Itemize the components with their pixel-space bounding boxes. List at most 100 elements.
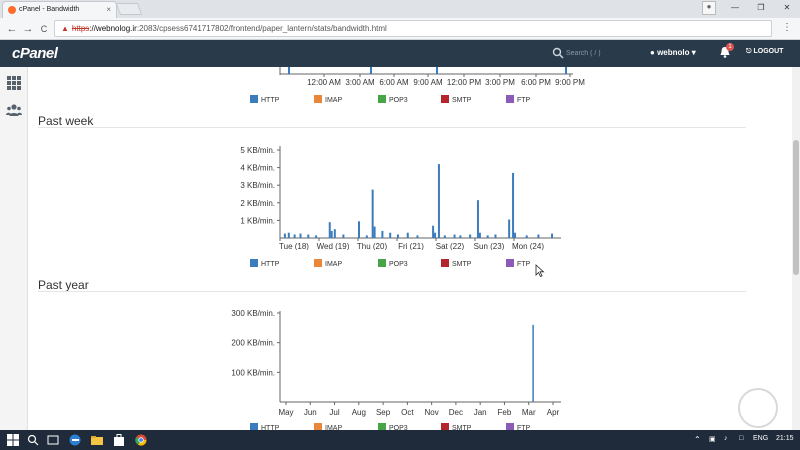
url-host: ://webnolog.ir	[89, 24, 137, 33]
language-indicator[interactable]: ENG	[753, 435, 769, 442]
y-tick-label: 200 KB/min.	[231, 339, 275, 348]
bar	[381, 230, 384, 238]
browser-menu-icon[interactable]: ⋮	[782, 22, 792, 33]
legend-item-smtp[interactable]: SMTP	[441, 95, 471, 104]
legend-item-imap[interactable]: IMAP	[314, 259, 342, 268]
taskbar: ⌃ ▣ ♪ □ ENG 21:15	[0, 430, 800, 450]
bar	[342, 234, 345, 238]
address-bar[interactable]: ▲ https://webnolog.ir:2083/cpsess67417178…	[54, 20, 772, 37]
legend-item-pop3[interactable]: POP3	[378, 423, 408, 430]
main-content: 12:00 AM 3:00 AM 6:00 AM 9:00 AM 12:00 PM 3:0…	[28, 67, 792, 430]
maximize-button[interactable]: ❐	[757, 3, 765, 12]
smtp-swatch-icon	[441, 95, 449, 103]
reload-button[interactable]: C	[40, 24, 48, 34]
tray-up-icon[interactable]: ⌃	[694, 435, 701, 444]
legend-item-pop3[interactable]: POP3	[378, 95, 408, 104]
cpanel-header: cPanel ● webnolo ▾ 1 ⎋ LOGOUT	[0, 40, 800, 67]
network-icon[interactable]: ▣	[709, 436, 716, 443]
search-icon[interactable]	[26, 433, 40, 447]
bar	[432, 225, 435, 238]
x-tick-label: 9:00 AM	[413, 78, 443, 87]
volume-icon[interactable]: ♪	[724, 435, 728, 442]
http-swatch-icon	[250, 259, 258, 267]
legend-label: HTTP	[261, 97, 280, 104]
store-icon[interactable]	[112, 433, 126, 447]
legend-item-http[interactable]: HTTP	[250, 259, 279, 268]
scrollbar-thumb[interactable]	[793, 140, 799, 275]
y-tick-label: 300 KB/min.	[231, 309, 275, 318]
minimize-button[interactable]: —	[731, 3, 739, 12]
grid-icon[interactable]	[6, 75, 22, 91]
bar	[307, 234, 310, 238]
y-tick-label: 2 KB/min.	[240, 199, 275, 208]
legend-item-smtp[interactable]: SMTP	[441, 259, 471, 268]
legend-label: IMAP	[325, 97, 343, 104]
user-menu[interactable]: ● webnolo ▾	[650, 48, 696, 57]
browser-tab[interactable]: cPanel - Bandwidth ×	[2, 1, 117, 18]
url-path: :2083/cpsess6741717802/frontend/paper_la…	[136, 24, 387, 33]
x-tick-label: Apr	[547, 408, 560, 417]
legend-item-http[interactable]: HTTP	[250, 95, 279, 104]
legend-item-imap[interactable]: IMAP	[314, 95, 342, 104]
task-view-icon[interactable]	[46, 433, 60, 447]
bar	[494, 234, 497, 238]
legend-label: POP3	[389, 425, 408, 430]
back-button[interactable]: ←	[6, 23, 18, 35]
logout-button[interactable]: ⎋ LOGOUT	[746, 48, 783, 56]
new-tab-button[interactable]	[115, 3, 143, 15]
file-explorer-icon[interactable]	[90, 433, 104, 447]
search-icon[interactable]	[552, 47, 564, 59]
past-year-chart: 100 KB/min. 200 KB/min. 300 KB/min. May Jun…	[231, 309, 561, 417]
edge-browser-icon[interactable]	[68, 433, 82, 447]
legend-label: IMAP	[325, 261, 343, 268]
bar	[512, 172, 515, 238]
legend-label: SMTP	[452, 97, 472, 104]
http-swatch-icon	[250, 423, 258, 430]
legend-label: POP3	[389, 261, 408, 268]
bar	[453, 234, 456, 238]
legend-item-imap[interactable]: IMAP	[314, 423, 342, 430]
y-tick-label: 1 KB/min.	[240, 216, 275, 225]
bar	[469, 234, 472, 238]
tab-title: cPanel - Bandwidth	[19, 6, 80, 13]
bar	[525, 235, 528, 238]
notification-tray-icon[interactable]: □	[739, 435, 744, 442]
windows-start-icon[interactable]	[6, 433, 20, 447]
imap-swatch-icon	[314, 259, 322, 267]
window-close-button[interactable]: ✕	[783, 3, 791, 12]
bar	[476, 200, 479, 238]
bar	[389, 232, 392, 238]
bar	[537, 234, 540, 238]
sidebar	[0, 67, 28, 430]
x-tick-label: Thu (20)	[357, 242, 388, 250]
x-tick-label: Tue (18)	[279, 242, 309, 250]
chrome-icon[interactable]	[134, 433, 148, 447]
legend-label: SMTP	[452, 425, 472, 430]
bar	[365, 235, 368, 238]
profile-icon[interactable]: ●	[702, 1, 716, 15]
legend-item-ftp[interactable]: FTP	[506, 259, 530, 268]
search-input[interactable]	[566, 46, 638, 60]
users-icon[interactable]	[6, 102, 22, 118]
x-tick-label: Mon (24)	[512, 242, 544, 250]
x-tick-label: 3:00 PM	[485, 78, 515, 87]
forward-button[interactable]: →	[22, 23, 34, 35]
x-tick-label: Sun (23)	[474, 242, 505, 250]
legend-item-ftp[interactable]: FTP	[506, 423, 530, 430]
y-tick-label: 5 KB/min.	[240, 146, 275, 155]
legend-item-smtp[interactable]: SMTP	[441, 423, 471, 430]
bar	[358, 221, 360, 238]
x-tick-label: 6:00 AM	[379, 78, 409, 87]
not-secure-icon[interactable]: ▲	[61, 24, 69, 33]
bar	[397, 234, 399, 238]
mouse-cursor-icon	[535, 264, 545, 277]
legend-item-pop3[interactable]: POP3	[378, 259, 408, 268]
legend-label: HTTP	[261, 261, 280, 268]
legend-item-ftp[interactable]: FTP	[506, 95, 530, 104]
tab-close-icon[interactable]: ×	[106, 5, 111, 14]
legend-item-http[interactable]: HTTP	[250, 423, 279, 430]
clock[interactable]: 21:15	[776, 435, 794, 442]
y-tick-label: 3 KB/min.	[240, 181, 275, 190]
cpanel-logo[interactable]: cPanel	[12, 45, 58, 62]
username: webnolo ▾	[657, 48, 696, 57]
